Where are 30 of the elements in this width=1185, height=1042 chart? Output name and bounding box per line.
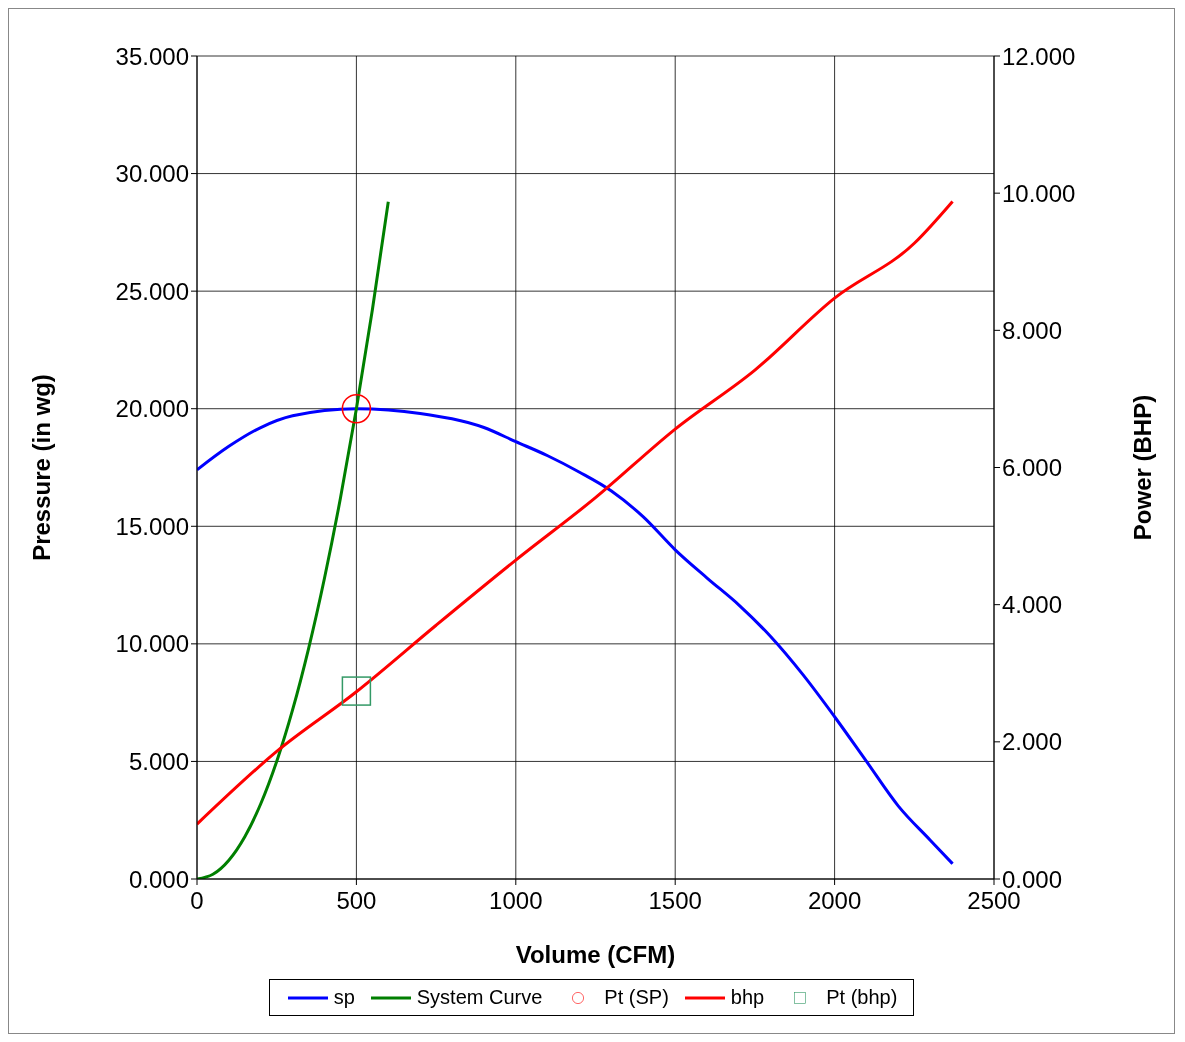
y2-tick-label: 10.000 [1002, 179, 1076, 207]
x-tick-label: 1500 [648, 887, 702, 914]
y2-tick-label: 2.000 [1002, 728, 1063, 756]
y-axis-title: Pressure (in wg) [27, 374, 55, 561]
legend-label: bhp [729, 986, 765, 1009]
x-axis-title: Volume (CFM) [515, 941, 676, 968]
y2-axis-title: Power (BHP) [1128, 394, 1156, 541]
legend-label: Pt (bhp) [825, 986, 898, 1009]
y-tick-label: 20.000 [115, 395, 189, 423]
y-tick-label: 10.000 [115, 630, 189, 658]
line-series [197, 199, 955, 826]
x-tick-label: 1000 [489, 887, 543, 914]
x-tick-label: 0 [190, 887, 204, 914]
y-tick-label: 0.000 [128, 865, 189, 893]
y-tick-label: 30.000 [115, 160, 189, 188]
y-tick-label: 15.000 [115, 512, 189, 540]
legend-label: System Curve [415, 986, 543, 1009]
line-series [197, 200, 390, 879]
y-tick-label: 35.000 [115, 42, 189, 70]
y-tick-label: 25.000 [115, 277, 189, 305]
x-tick-label: 500 [336, 887, 377, 914]
line-series [197, 407, 955, 866]
y2-tick-label: 8.000 [1002, 316, 1063, 344]
legend-label: Pt (SP) [603, 986, 669, 1009]
y2-tick-label: 4.000 [1002, 591, 1063, 619]
x-tick-label: 2000 [807, 887, 862, 914]
y2-tick-label: 12.000 [1002, 42, 1076, 70]
y2-tick-label: 6.000 [1002, 454, 1063, 482]
y-tick-label: 5.000 [128, 747, 189, 775]
legend-label: sp [332, 986, 355, 1009]
